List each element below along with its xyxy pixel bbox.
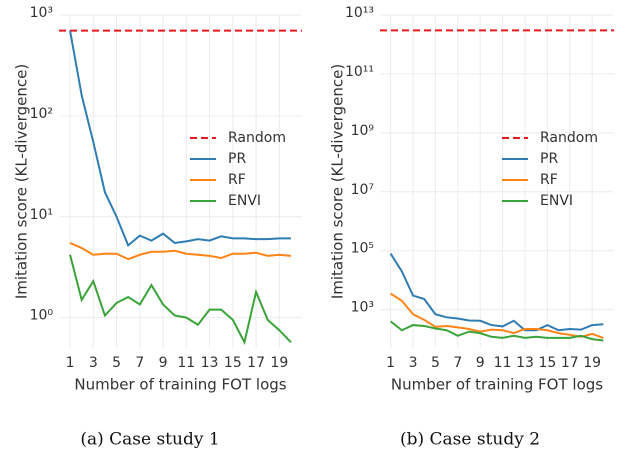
x-tick-label: 11 bbox=[494, 355, 512, 371]
series-line bbox=[69, 30, 291, 248]
x-tick-label: 13 bbox=[201, 355, 219, 371]
x-tick-label: 5 bbox=[112, 355, 121, 371]
legend-label: Random bbox=[228, 130, 286, 146]
y-tick-label: 10¹ bbox=[30, 207, 53, 223]
y-tick-label: 10⁹ bbox=[351, 123, 375, 139]
legend-label: PR bbox=[228, 151, 246, 167]
y-tick-label: 10⁰ bbox=[30, 308, 54, 324]
x-tick-label: 1 bbox=[386, 355, 395, 371]
x-tick-label: 3 bbox=[89, 355, 98, 371]
x-tick-label: 9 bbox=[159, 355, 168, 371]
legend-label: ENVI bbox=[228, 193, 261, 209]
y-tick-label: 10¹¹ bbox=[345, 64, 374, 80]
y-tick-label: 10² bbox=[30, 106, 53, 122]
x-tick-label: 17 bbox=[247, 355, 265, 371]
legend-label: PR bbox=[540, 151, 558, 167]
x-tick-label: 15 bbox=[538, 355, 556, 371]
x-tick-label: 9 bbox=[476, 355, 485, 371]
x-axis-label: Number of training FOT logs bbox=[391, 376, 603, 394]
legend-label: RF bbox=[228, 172, 246, 188]
x-tick-label: 3 bbox=[409, 355, 418, 371]
legend-label: ENVI bbox=[540, 193, 573, 209]
x-axis-label: Number of training FOT logs bbox=[74, 376, 286, 394]
y-tick-label: 10³ bbox=[351, 300, 374, 316]
x-tick-label: 7 bbox=[453, 355, 462, 371]
caption: (a) Case study 1 bbox=[80, 430, 219, 450]
x-tick-label: 1 bbox=[66, 355, 75, 371]
x-tick-label: 19 bbox=[583, 355, 601, 371]
x-tick-label: 11 bbox=[177, 355, 195, 371]
caption: (b) Case study 2 bbox=[400, 430, 540, 450]
series-line bbox=[69, 242, 292, 261]
legend-label: RF bbox=[540, 172, 558, 188]
y-tick-label: 10⁵ bbox=[351, 241, 374, 257]
legend-label: Random bbox=[540, 130, 598, 146]
y-tick-label: 10¹³ bbox=[345, 5, 374, 21]
x-tick-label: 13 bbox=[516, 355, 534, 371]
series-line bbox=[69, 254, 292, 346]
x-tick-label: 5 bbox=[431, 355, 440, 371]
series-line bbox=[390, 292, 604, 339]
y-axis-label: Imitation score (KL-divergence) bbox=[329, 64, 347, 299]
y-tick-label: 10³ bbox=[30, 5, 53, 21]
x-tick-label: 7 bbox=[135, 355, 144, 371]
x-tick-label: 15 bbox=[224, 355, 242, 371]
y-axis-label: Imitation score (KL-divergence) bbox=[13, 64, 31, 299]
series-line bbox=[389, 253, 604, 332]
x-tick-label: 19 bbox=[270, 355, 288, 371]
series-line bbox=[390, 320, 604, 342]
y-tick-label: 10⁷ bbox=[351, 182, 374, 198]
x-tick-label: 17 bbox=[561, 355, 579, 371]
